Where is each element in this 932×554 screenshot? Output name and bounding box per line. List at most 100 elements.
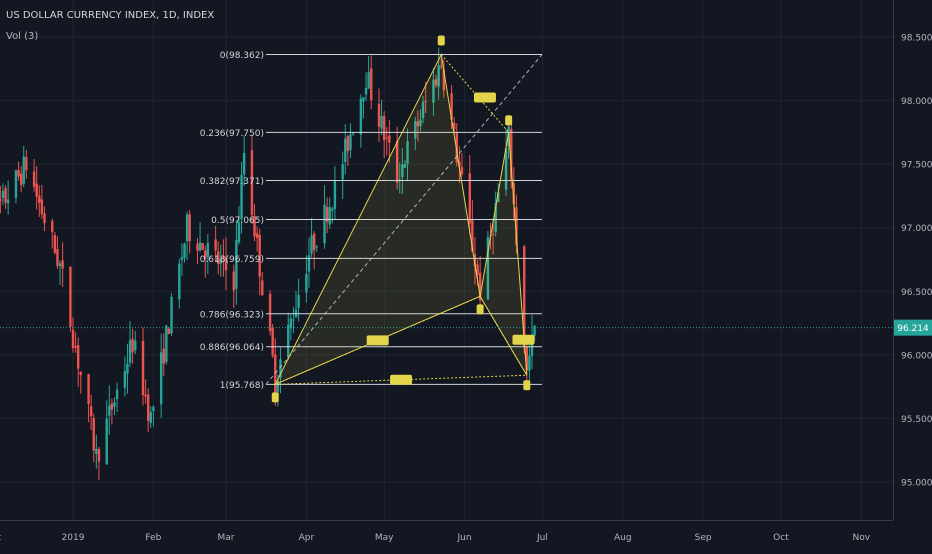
time-tick-label: May [375, 533, 394, 543]
candle-body [406, 141, 409, 164]
fib-level-label: 0.382(97.371) [200, 177, 264, 187]
candle-body [385, 137, 388, 139]
price-tick-label: 96.500 [901, 288, 932, 298]
candle-body [310, 235, 313, 254]
candle-body [351, 133, 355, 135]
candle-body [214, 239, 217, 251]
candle-body [43, 213, 46, 224]
candle-body [232, 271, 235, 291]
candle-body [237, 222, 241, 243]
candle-body [4, 188, 7, 203]
candle-body [432, 79, 435, 103]
candle-body [58, 263, 62, 267]
price-axis[interactable]: 95.000 95.500 96.000 96.500 97.000 97.500 98.0… [893, 0, 932, 550]
ratio-label-xb [366, 335, 389, 346]
candle-body [403, 164, 407, 168]
candle-body [312, 233, 316, 251]
candle-body [437, 65, 440, 87]
candle-body [401, 164, 404, 178]
candle-body [61, 260, 64, 269]
candle-body [159, 352, 163, 405]
time-axis[interactable]: Dec 2019 Feb Mar Apr May Jun Jul Aug Sep Oct Nov [0, 520, 893, 544]
candle-body [69, 266, 72, 327]
harmonic-pattern[interactable] [271, 35, 535, 403]
point-c-marker [505, 115, 513, 126]
candle-body [307, 255, 311, 272]
candle-body [362, 97, 365, 102]
time-tick-label: Dec [0, 533, 1, 543]
candle-body [224, 256, 228, 271]
candle-body [367, 72, 370, 89]
candle-body [56, 249, 59, 266]
candle-body [51, 220, 54, 232]
candle-body [92, 417, 95, 451]
candle-body [328, 207, 331, 225]
candle-body [416, 121, 420, 127]
candle-body [6, 199, 10, 204]
chart-title: US DOLLAR CURRENCY INDEX, 1D, INDEX [6, 10, 215, 21]
candle-body [478, 272, 482, 301]
candle-body [255, 233, 259, 238]
fib-level-label: 0(98.362) [220, 51, 264, 61]
point-a-marker [437, 35, 445, 46]
candle-body [268, 293, 272, 332]
candle-body [240, 174, 243, 220]
fib-retracement[interactable]: 0(98.362) 0.236(97.750) 0.382(97.371) 0.5(9… [200, 51, 543, 391]
candle-body [276, 380, 280, 392]
candle-body [271, 327, 274, 356]
candle-body [395, 141, 399, 183]
candle-body [165, 325, 168, 362]
pattern-ratio-line [479, 296, 528, 376]
candle-body [419, 119, 422, 127]
candle-body [476, 264, 479, 275]
candle-body [460, 167, 464, 175]
candle-body [370, 68, 373, 101]
candle-body [382, 116, 386, 141]
candle-body [204, 250, 207, 259]
price-tick-label: 95.000 [901, 479, 932, 489]
candle-body [113, 402, 116, 407]
candle-body [35, 183, 38, 197]
candles [0, 47, 536, 481]
volume-label[interactable]: Vol (3) [6, 31, 39, 42]
ratio-label-bd [512, 334, 535, 345]
candle-body [14, 170, 18, 198]
fib-trend-line [265, 54, 543, 385]
candle-body [453, 122, 456, 130]
candle-body [141, 340, 145, 396]
last-price-tag [894, 319, 932, 336]
candle-body [0, 198, 2, 202]
candle-body [440, 66, 443, 68]
candle-body [219, 258, 223, 264]
candle-body [19, 173, 23, 186]
candle-body [315, 246, 318, 248]
candle-body [512, 182, 516, 205]
fib-level-label: 0.786(96.323) [200, 310, 264, 320]
candle-body [442, 69, 446, 91]
candle-body [87, 374, 90, 404]
time-tick-label: 2019 [62, 533, 85, 543]
candle-body [497, 192, 500, 203]
candle-body [525, 346, 529, 371]
point-d-marker [523, 380, 531, 391]
candle-body [22, 156, 25, 184]
candle-body [53, 235, 57, 253]
last-price: 96.214 [0, 319, 932, 336]
candle-body [206, 242, 210, 257]
time-tick-label: Nov [853, 533, 871, 543]
fib-level-label: 0.236(97.750) [200, 129, 264, 139]
time-tick-label: Mar [218, 533, 235, 543]
candle-body [292, 319, 295, 321]
candle-body [17, 170, 20, 177]
price-tick-label: 97.000 [901, 224, 932, 234]
candle-body [97, 449, 101, 462]
candle-body [253, 215, 256, 237]
candle-body [32, 171, 36, 187]
candle-body [504, 148, 508, 190]
fib-level-label: 0.886(96.064) [200, 343, 264, 353]
fib-level-label: 0.5(97.065) [211, 216, 264, 226]
candle-body [341, 164, 344, 180]
candle-body [167, 328, 171, 335]
